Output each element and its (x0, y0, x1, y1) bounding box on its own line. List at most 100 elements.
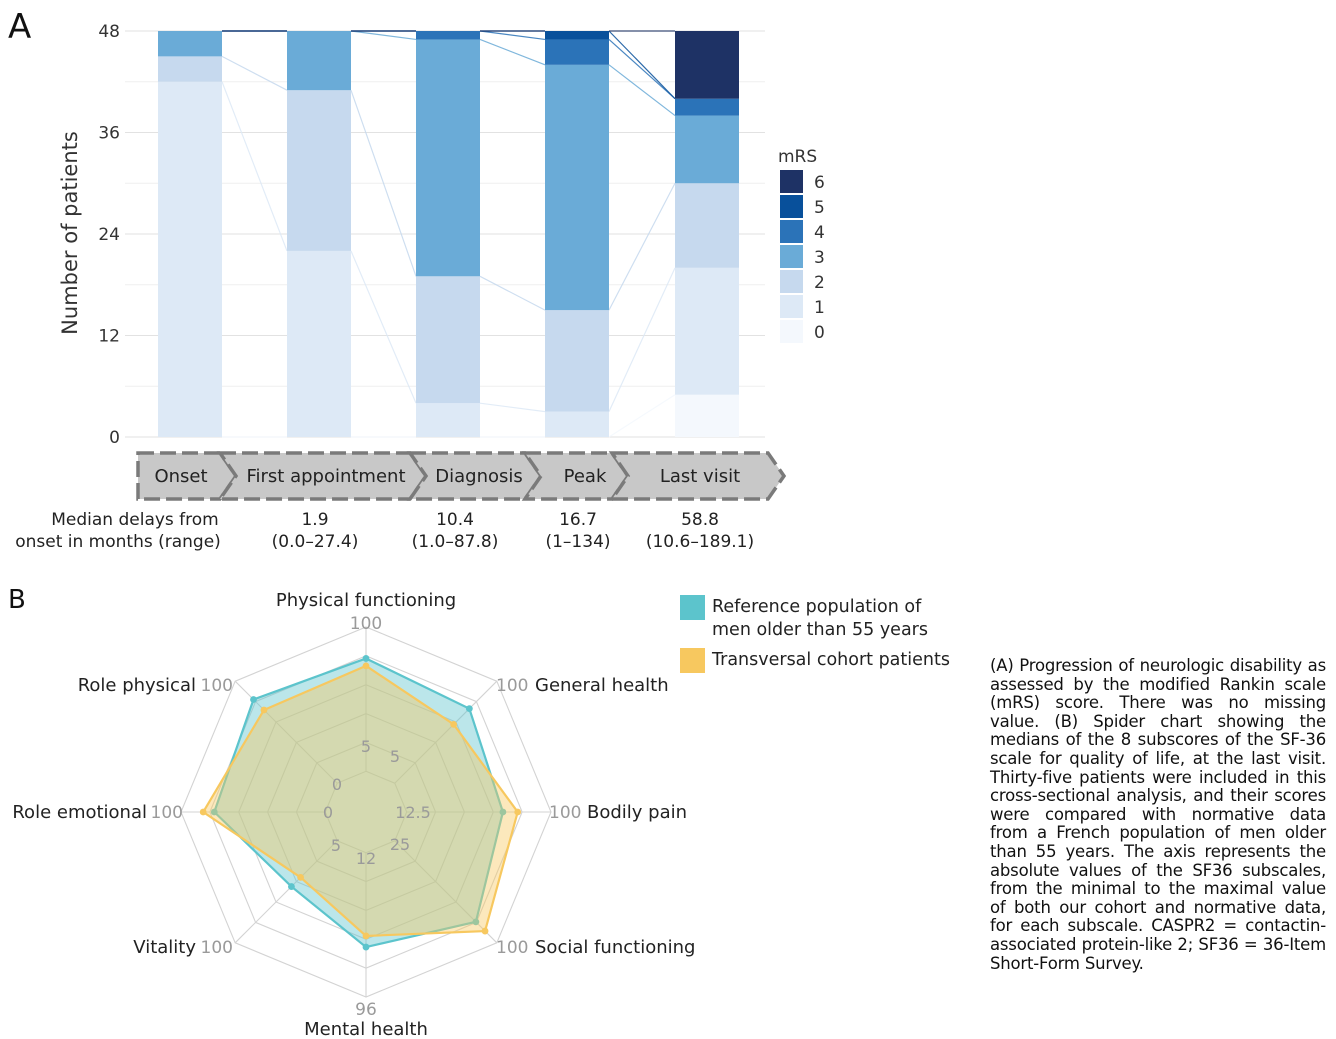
y-tick-labels: 0 12 24 36 48 (98, 22, 120, 448)
radar-spoke (234, 840, 338, 944)
legend-swatch (780, 245, 803, 268)
bar-segment (416, 31, 480, 40)
radar-point (362, 655, 370, 662)
stage-label: First appointment (246, 466, 405, 487)
panel-b-label: B (8, 585, 26, 615)
bar-segment (287, 31, 351, 91)
radar-point (481, 927, 489, 935)
radar-max-label: 100 (496, 676, 528, 696)
legend-label: 0 (814, 323, 825, 343)
flow-line (479, 38, 546, 66)
bar-segment (675, 98, 739, 116)
median-delay-value: 58.8 (681, 510, 719, 530)
legend-label: 4 (814, 223, 825, 243)
bar-segment (416, 276, 480, 404)
stage-label: Onset (154, 466, 207, 487)
legend-swatch (780, 195, 803, 218)
radar-axis-name: Role emotional (12, 802, 147, 823)
radar-point (465, 705, 473, 713)
radar-min-label: 0 (332, 775, 342, 794)
stage-label: Diagnosis (435, 466, 523, 487)
bar-segment (158, 81, 222, 437)
legend-swatch (780, 220, 803, 243)
median-delays-label-line1: Median delays from (51, 510, 219, 530)
radar-legend-swatch (680, 595, 705, 620)
radar-point (297, 874, 304, 881)
flow-line (608, 39, 676, 100)
legend-label: 2 (814, 273, 825, 293)
flow-line (608, 394, 676, 438)
radar-point (210, 808, 218, 816)
radar-max-label: 100 (350, 614, 382, 634)
radar-legend-swatch (680, 648, 705, 673)
stage-arrow (608, 451, 787, 501)
legend-label: 6 (814, 173, 825, 193)
mrs-legend: mRS 6 5 4 3 2 1 0 (778, 147, 825, 343)
radar-axis-name: Vitality (133, 937, 196, 958)
median-delay-range: (0.0–27.4) (272, 532, 359, 552)
bar-segment (287, 90, 351, 251)
radar-axis-labels: 5512.5251250010010010010096100100100Phys… (12, 590, 695, 1039)
stage-label: Last visit (660, 466, 740, 487)
bar-segment (545, 411, 609, 437)
figure-caption: (A) Progression of neurologic disability… (990, 656, 1326, 973)
radar-point (514, 808, 522, 816)
bar-segment (545, 31, 609, 40)
y-axis-label: Number of patients (58, 131, 82, 335)
flow-line (350, 250, 417, 404)
radar-axis-name: Mental health (304, 1019, 428, 1039)
radar-axis-name: Bodily pain (587, 802, 687, 823)
radar-max-label: 100 (201, 676, 233, 696)
flow-line (479, 402, 546, 413)
median-delay-range: (1–134) (545, 532, 610, 552)
legend-swatch (780, 270, 803, 293)
radar-point (362, 943, 370, 951)
y-tick-label: 0 (109, 428, 120, 448)
legend-label: 5 (814, 198, 825, 218)
radar-max-label: 100 (549, 803, 581, 823)
flow-line (221, 81, 288, 252)
radar-point (250, 696, 257, 703)
radar-min-label: 12 (356, 849, 376, 868)
legend-label: 3 (814, 248, 825, 268)
radar-point (199, 808, 207, 816)
bar-segment (675, 267, 739, 395)
stacked-bars (158, 31, 739, 437)
median-delay-range: (10.6–189.1) (646, 532, 754, 552)
y-tick-label: 48 (98, 22, 120, 42)
radar-min-label: 25 (390, 835, 410, 854)
radar-max-label: 100 (496, 938, 528, 958)
bar-segment (416, 39, 480, 277)
radar-legend: Reference population of men older than 55… (680, 595, 950, 673)
radar-axis-name: Social functioning (535, 937, 695, 958)
radar-legend-label: men older than 55 years (712, 620, 928, 640)
radar-max-label: 100 (201, 938, 233, 958)
timeline-stages: Onset First appointment Diagnosis Peak Last … (136, 451, 787, 501)
flow-line (221, 55, 288, 91)
radar-min-label: 5 (331, 836, 341, 855)
legend-swatch (780, 170, 803, 193)
bar-segment (287, 250, 351, 437)
flow-line (608, 30, 676, 100)
sf36-spider-chart: 5512.5251250010010010010096100100100Phys… (12, 590, 950, 1039)
bar-segment (545, 310, 609, 412)
bar-segment (416, 403, 480, 437)
bar-segment (545, 39, 609, 65)
bar-segment (675, 394, 739, 437)
radar-spoke (394, 680, 498, 784)
median-delays: Median delays from onset in months (rang… (15, 510, 754, 552)
radar-max-label: 96 (355, 1000, 377, 1020)
radar-min-label: 12.5 (395, 803, 431, 822)
flow-line (608, 267, 676, 412)
bar-segment (675, 31, 739, 99)
bar-segment (158, 56, 222, 82)
radar-axis-name: Role physical (78, 675, 196, 696)
radar-min-label: 5 (361, 737, 371, 756)
legend-swatch (780, 295, 803, 318)
radar-point (362, 932, 370, 940)
flow-line (608, 64, 676, 117)
median-delay-value: 16.7 (559, 510, 597, 530)
radar-max-label: 100 (151, 803, 183, 823)
